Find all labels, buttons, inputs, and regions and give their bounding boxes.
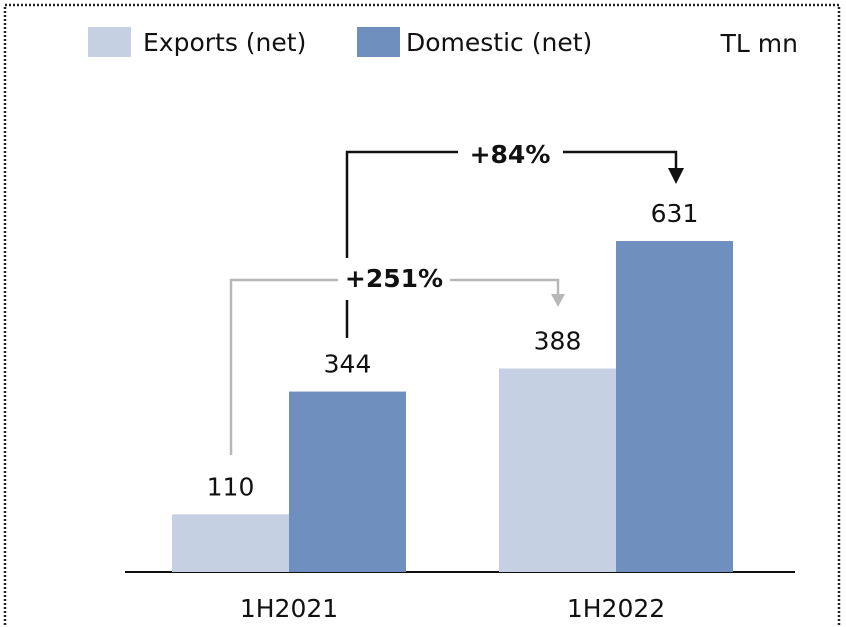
legend-swatch — [88, 27, 131, 57]
annotation: +251% — [345, 264, 443, 293]
annotation: +84% — [470, 140, 551, 169]
frame — [3, 3, 841, 627]
legend-label: Exports (net) — [143, 28, 306, 57]
growth-bracket-exports — [229, 278, 560, 455]
x-tick-label: 1H2022 — [567, 594, 665, 623]
x-tick-label: 1H2021 — [240, 594, 338, 623]
legend-label: Domestic (net) — [406, 28, 592, 57]
bar — [616, 241, 733, 572]
growth-bracket-domestic — [345, 150, 678, 338]
data-label: 631 — [651, 199, 699, 228]
data-label: 344 — [324, 350, 372, 379]
arrow-head — [551, 294, 565, 307]
data-label: 110 — [207, 472, 255, 501]
legend-swatch — [357, 27, 400, 57]
bar — [499, 368, 616, 572]
data-label: 388 — [534, 326, 582, 355]
unit-label: TL mn — [720, 29, 798, 58]
arrow-head — [668, 168, 684, 184]
bar — [289, 391, 406, 572]
bar — [172, 514, 289, 572]
